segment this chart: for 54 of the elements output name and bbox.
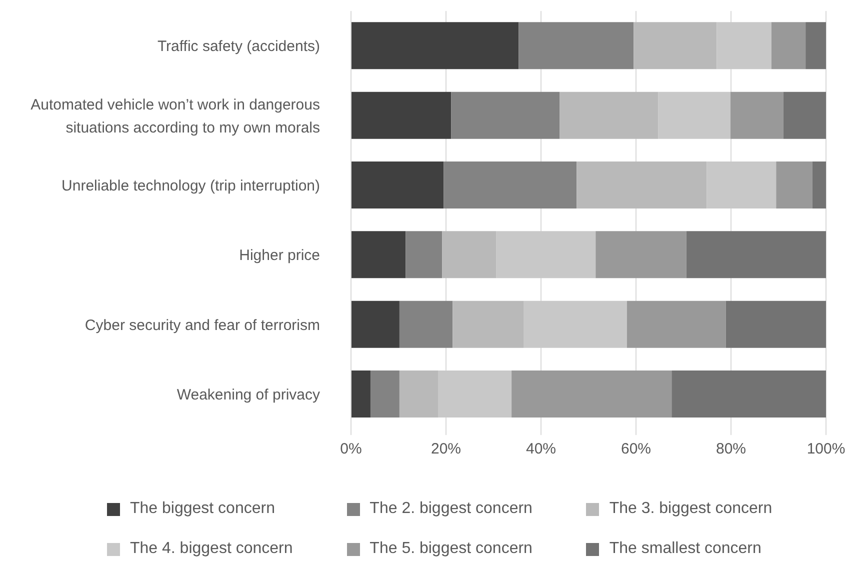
bar <box>451 92 560 139</box>
y-tick-label: Higher price <box>239 247 320 264</box>
legend-label: The 5. biggest concern <box>370 540 532 558</box>
bar <box>452 300 524 348</box>
bar <box>658 92 731 139</box>
bar <box>351 161 444 208</box>
bar <box>351 22 519 70</box>
bar <box>351 92 452 139</box>
x-tick-label: 0% <box>340 440 362 458</box>
legend-label: The 4. biggest concern <box>130 540 293 558</box>
bar <box>399 300 453 348</box>
bar <box>351 231 406 278</box>
bar <box>672 370 826 418</box>
x-tick-label: 80% <box>716 440 746 458</box>
bar <box>351 300 400 348</box>
bar <box>576 161 707 208</box>
bar <box>560 92 658 139</box>
x-tick-label: 100% <box>806 440 846 458</box>
bar <box>438 370 512 418</box>
bar <box>496 231 596 278</box>
x-tick-label: 20% <box>430 440 462 458</box>
bar <box>634 22 717 70</box>
bar <box>370 370 400 418</box>
bar <box>596 231 686 278</box>
bar <box>686 231 826 278</box>
y-tick-label: Traffic safety (accidents) <box>157 38 320 56</box>
bar <box>783 92 826 139</box>
bar <box>351 370 370 418</box>
legend-label: The 3. biggest concern <box>609 500 772 518</box>
bar <box>716 22 772 70</box>
bar <box>399 370 438 418</box>
bar <box>444 161 577 208</box>
x-tick-label: 40% <box>526 440 556 458</box>
bar <box>730 92 784 139</box>
bar <box>771 22 806 70</box>
bar <box>406 231 442 278</box>
bar <box>776 161 812 208</box>
bar <box>626 300 726 348</box>
bar <box>518 22 634 70</box>
bar <box>524 300 627 348</box>
legend-label: The smallest concern <box>609 540 762 558</box>
bar <box>706 161 776 208</box>
y-tick-label: Unreliable technology (trip interruption) <box>62 177 320 194</box>
legend-label: The 2. biggest concern <box>370 500 532 518</box>
bar <box>512 370 672 418</box>
bar <box>806 22 826 70</box>
y-tick-label: Cyber security and fear of terrorism <box>84 316 320 334</box>
bar <box>442 231 496 278</box>
x-tick-label: 60% <box>620 440 652 458</box>
y-tick-label: Automated vehicle won’t work in dangerous situations according to my own morals <box>30 96 320 136</box>
y-tick-label: Weakening of privacy <box>176 386 320 404</box>
legend-label: The biggest concern <box>130 500 275 518</box>
bar <box>812 161 826 208</box>
bar <box>726 300 826 348</box>
